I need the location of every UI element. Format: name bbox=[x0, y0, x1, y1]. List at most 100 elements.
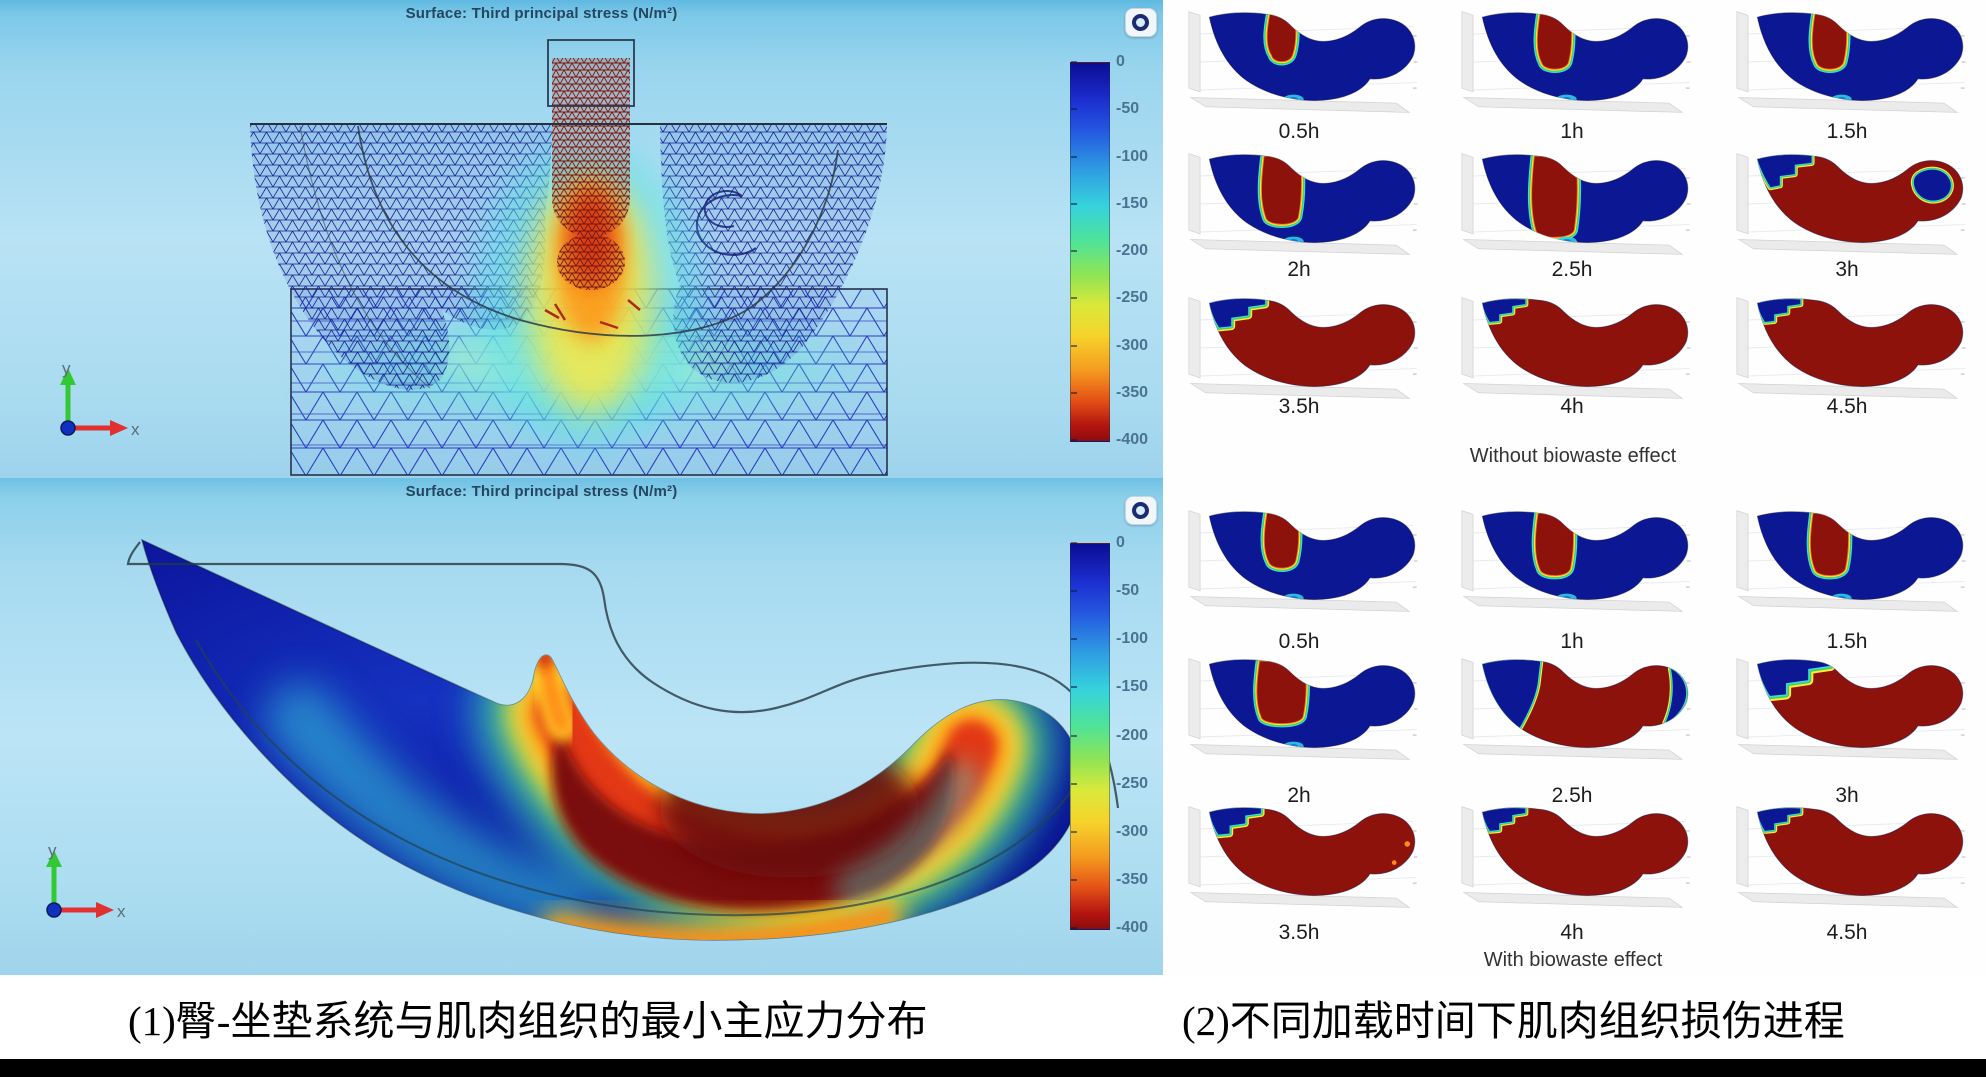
time-label: 3.5h bbox=[1278, 395, 1320, 418]
muscle-cross-section bbox=[1481, 298, 1689, 387]
muscle-damage-mini-plot bbox=[1736, 11, 1966, 113]
colorbar-tick-label: -250 bbox=[1116, 775, 1149, 792]
colorbar-tick-label: -150 bbox=[1116, 195, 1149, 212]
muscle-damage-mini-plot bbox=[1461, 297, 1691, 399]
colorbar-tick-label: -300 bbox=[1116, 823, 1149, 840]
colorbar-tick-label: -250 bbox=[1116, 289, 1149, 306]
x-axis-label: x bbox=[131, 420, 140, 439]
damage-time-cell bbox=[1163, 653, 1435, 773]
colorbar-tick-label: -200 bbox=[1116, 242, 1149, 259]
group-caption: Without biowaste effect bbox=[1469, 445, 1677, 467]
geometry-outlines bbox=[250, 39, 887, 389]
muscle-damage-mini-plot bbox=[1461, 153, 1691, 255]
comsol-plot-stress: Surface: Third principal stress (N/m²) bbox=[0, 478, 1163, 975]
damage-region bbox=[1482, 659, 1688, 731]
time-label: 1h bbox=[1560, 630, 1584, 653]
colorbar-tick-mark bbox=[1071, 203, 1077, 205]
muscle-cross-section bbox=[1208, 12, 1416, 101]
muscle-damage-mini-plot bbox=[1188, 11, 1418, 113]
muscle-damage-mini-plot bbox=[1461, 11, 1691, 113]
muscle-cross-section bbox=[1208, 807, 1416, 896]
time-label: 4.5h bbox=[1826, 921, 1868, 944]
muscle-cross-section bbox=[1481, 154, 1689, 243]
muscle-cross-section bbox=[1481, 807, 1689, 896]
time-label: 1.5h bbox=[1826, 120, 1868, 143]
colorbar-tick-label: 0 bbox=[1116, 53, 1125, 70]
group-without-biowaste: 0.5h 1h 1.5h 2h bbox=[1163, 0, 1986, 497]
damage-time-cell bbox=[1711, 801, 1983, 921]
damage-time-cell bbox=[1163, 148, 1435, 268]
time-label: 4h bbox=[1560, 395, 1584, 418]
damage-time-cell bbox=[1163, 801, 1435, 921]
snapshot-camera-icon[interactable] bbox=[1125, 8, 1157, 37]
y-axis-label: y bbox=[48, 841, 57, 860]
damage-time-cell bbox=[1436, 148, 1708, 268]
time-label: 0.5h bbox=[1278, 120, 1320, 143]
colorbar-tick-mark bbox=[1071, 542, 1077, 544]
muscle-damage-mini-plot bbox=[1736, 658, 1966, 760]
muscle-cross-section bbox=[1756, 154, 1964, 243]
time-label: 2h bbox=[1287, 784, 1311, 807]
colorbar-tick-mark bbox=[1071, 250, 1077, 252]
mini-3d-frame bbox=[1461, 658, 1691, 760]
colorbar-tick-mark bbox=[1071, 108, 1077, 110]
damage-region bbox=[1482, 298, 1529, 325]
mini-3d-frame bbox=[1188, 11, 1418, 113]
damage-region bbox=[1253, 659, 1310, 748]
x-axis-label: x bbox=[117, 902, 126, 921]
muscle-damage-mini-plot bbox=[1188, 297, 1418, 399]
bottom-black-bar bbox=[0, 1059, 1986, 1077]
muscle-damage-mini-plot bbox=[1736, 153, 1966, 255]
colorbar-gradient bbox=[1070, 62, 1110, 442]
colorbar-tick-mark bbox=[1071, 831, 1077, 833]
axis-triad: y x bbox=[60, 359, 140, 439]
damage-time-cell bbox=[1163, 292, 1435, 412]
time-label: 3.5h bbox=[1278, 921, 1320, 944]
colorbar-tick-mark bbox=[1071, 879, 1077, 881]
damage-region bbox=[1757, 659, 1836, 702]
axis-triad: y x bbox=[46, 841, 126, 921]
camera-lens-icon bbox=[1132, 14, 1149, 31]
colorbar-tick-mark bbox=[1071, 686, 1077, 688]
plot-title: Surface: Third principal stress (N/m²) bbox=[405, 5, 678, 22]
time-label: 4h bbox=[1560, 921, 1584, 944]
muscle-damage-mini-plot bbox=[1461, 806, 1691, 908]
damage-time-cell bbox=[1711, 653, 1983, 773]
stress-colorbar: 0 -50 -100 -150 -200 -250 -300 -350 -400 bbox=[1070, 53, 1162, 448]
colorbar-tick-label: -100 bbox=[1116, 630, 1149, 647]
damage-time-cell bbox=[1436, 292, 1708, 412]
time-label: 0.5h bbox=[1278, 630, 1320, 653]
stress-plots-column: Surface: Third principal stress (N/m²) bbox=[0, 0, 1163, 975]
colorbar-tick-label: -50 bbox=[1116, 582, 1140, 599]
time-label: 2h bbox=[1287, 258, 1311, 281]
muscle-damage-mini-plot bbox=[1188, 658, 1418, 760]
comsol-plot-mesh: Surface: Third principal stress (N/m²) bbox=[0, 0, 1163, 478]
stress-scene bbox=[126, 538, 1120, 941]
colorbar-tick-mark bbox=[1071, 590, 1077, 592]
damage-time-cell bbox=[1436, 6, 1708, 126]
time-label: 3h bbox=[1835, 784, 1859, 807]
bone-mesh bbox=[552, 58, 630, 290]
colorbar-tick-label: -200 bbox=[1116, 727, 1149, 744]
damage-region bbox=[1482, 807, 1529, 834]
y-axis-label: y bbox=[62, 359, 71, 378]
muscle-cross-section bbox=[1756, 511, 1964, 600]
muscle-damage-mini-plot bbox=[1188, 806, 1418, 908]
colorbar-tick-mark bbox=[1071, 735, 1077, 737]
colorbar-tick-mark bbox=[1071, 638, 1077, 640]
colorbar-tick-label: -350 bbox=[1116, 871, 1149, 888]
colorbar-tick-label: -400 bbox=[1116, 919, 1149, 936]
muscle-cross-section bbox=[1208, 298, 1416, 387]
time-label: 4.5h bbox=[1826, 395, 1868, 418]
snapshot-camera-icon[interactable] bbox=[1125, 496, 1157, 525]
time-label: 3h bbox=[1835, 258, 1859, 281]
damage-time-cell bbox=[1436, 653, 1708, 773]
muscle-cross-section bbox=[1756, 807, 1964, 896]
colorbar-tick-mark bbox=[1071, 439, 1077, 441]
muscle-cross-section bbox=[1208, 659, 1416, 748]
muscle-damage-mini-plot bbox=[1736, 297, 1966, 399]
muscle-damage-mini-plot bbox=[1736, 510, 1966, 612]
damage-time-cell bbox=[1436, 505, 1708, 625]
muscle-damage-mini-plot bbox=[1736, 806, 1966, 908]
